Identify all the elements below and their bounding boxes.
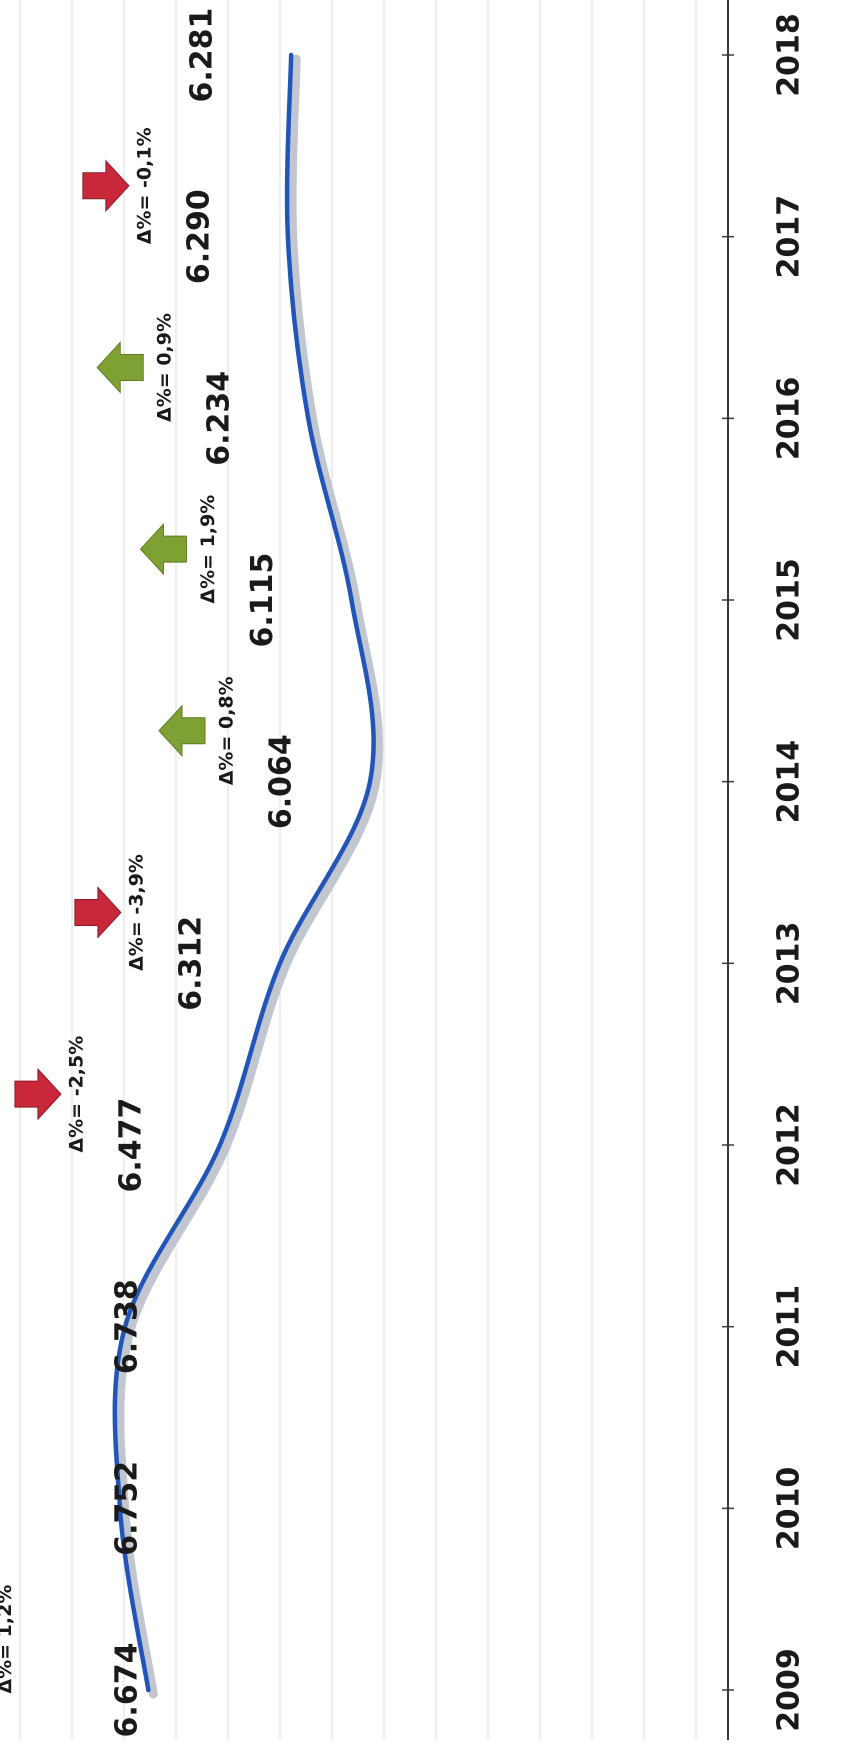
x-axis: 2009 2010 2011 2012 2013 2014 2015 2016 2017 2018 <box>722 0 807 1740</box>
change-label-2017: Δ%= -0,1% <box>133 127 155 244</box>
change-arrows <box>14 159 206 1121</box>
change-arrow-2014 <box>158 704 206 758</box>
x-tick-label-2017: 2017 <box>772 195 807 279</box>
data-label-2014: 6.064 <box>264 734 299 829</box>
series-line-group <box>112 52 384 1699</box>
data-label-2011: 6.738 <box>110 1279 145 1374</box>
data-label-2012: 6.477 <box>113 1098 148 1193</box>
x-tick-label-2012: 2012 <box>772 1103 807 1187</box>
x-tick-label-2009: 2009 <box>772 1648 807 1732</box>
data-label-2013: 6.312 <box>173 916 208 1011</box>
change-arrow-2017 <box>82 159 130 213</box>
change-arrow-2015 <box>139 522 187 576</box>
x-tick-label-2010: 2010 <box>772 1467 807 1551</box>
data-label-2017: 6.290 <box>181 189 216 284</box>
series-line-shadow <box>115 54 384 1699</box>
grid-lines <box>19 0 697 1740</box>
x-tick-label-2015: 2015 <box>772 558 807 642</box>
change-label-2016: Δ%= 0,9% <box>154 313 176 422</box>
change-label-2013: Δ%= -3,9% <box>125 854 147 971</box>
x-tick-label-2014: 2014 <box>772 740 807 824</box>
change-label-2014: Δ%= 0,8% <box>216 676 238 785</box>
change-label-2009: Δ%= 1,2% <box>0 1585 16 1694</box>
x-tick-label-2013: 2013 <box>772 922 807 1006</box>
x-tick-label-2018: 2018 <box>772 13 807 97</box>
change-arrow-2016 <box>96 341 144 394</box>
series-line <box>112 52 376 1693</box>
x-tick-label-2011: 2011 <box>772 1285 807 1369</box>
change-arrow-2012 <box>14 1067 62 1121</box>
data-label-2016: 6.234 <box>202 371 237 466</box>
change-label-2015: Δ%= 1,9% <box>197 495 219 604</box>
labels: 6.674 6.752 6.738 6.477 6.312 6.064 6.115 6.234… <box>0 8 299 1738</box>
change-arrow-2013 <box>74 886 122 939</box>
data-label-2009: 6.674 <box>110 1643 145 1738</box>
change-label-2012: Δ%= -2,5% <box>65 1036 87 1153</box>
data-label-2018: 6.281 <box>185 8 220 103</box>
data-label-2015: 6.115 <box>245 553 280 648</box>
x-tick-label-2016: 2016 <box>772 377 807 461</box>
data-label-2010: 6.752 <box>110 1461 145 1556</box>
